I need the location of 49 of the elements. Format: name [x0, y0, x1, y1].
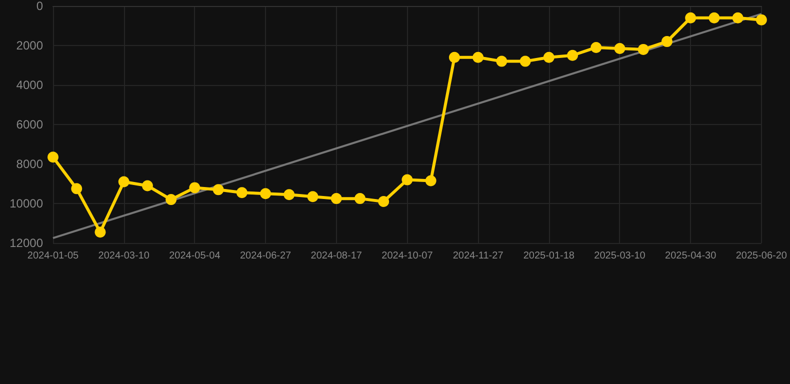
- x-tick-label: 2024-01-05: [27, 250, 80, 262]
- point: [189, 182, 200, 194]
- point: [330, 193, 342, 204]
- point: [378, 196, 390, 208]
- x-tick-label: 2024-03-10: [98, 250, 150, 262]
- point: [425, 175, 436, 186]
- y-tick-label: 10000: [10, 196, 44, 210]
- point: [756, 14, 767, 26]
- point: [284, 189, 295, 200]
- point: [48, 152, 58, 163]
- y-tick-label: 0: [36, 0, 44, 13]
- point: [94, 226, 106, 238]
- y-tick-label: 4000: [16, 78, 44, 92]
- x-tick-label: 2024-11-27: [452, 250, 504, 262]
- x-tick-label: 2025-01-18: [523, 250, 575, 262]
- x-tick-label: 2024-06-27: [240, 250, 292, 262]
- point: [567, 50, 578, 61]
- x-tick-label: 2025-03-10: [594, 250, 646, 262]
- point: [496, 56, 508, 67]
- y-tick-label: 6000: [16, 118, 44, 132]
- point: [685, 12, 696, 24]
- point: [448, 52, 460, 63]
- point: [590, 42, 602, 53]
- point: [71, 183, 82, 194]
- x-tick-label: 2025-04-30: [665, 250, 717, 262]
- point: [212, 184, 224, 196]
- point: [708, 12, 720, 24]
- point: [614, 42, 626, 54]
- point: [236, 187, 248, 198]
- point: [354, 193, 366, 204]
- point: [118, 176, 130, 188]
- x-tick-label: 2024-05-04: [169, 250, 221, 262]
- x-tick-label: 2025-06-20: [736, 250, 788, 262]
- y-tick-label: 12000: [10, 236, 44, 250]
- y-tick-label: 8000: [16, 157, 44, 171]
- point: [166, 194, 177, 206]
- point: [638, 44, 649, 55]
- y-tick-label: 2000: [16, 38, 44, 52]
- point: [402, 174, 413, 186]
- point: [472, 52, 484, 63]
- point: [661, 36, 672, 48]
- point: [520, 56, 531, 67]
- point: [142, 180, 153, 192]
- x-tick-label: 2024-10-07: [382, 250, 434, 262]
- x-tick-label: 2024-08-17: [310, 250, 362, 262]
- point: [260, 188, 272, 200]
- point: [732, 12, 744, 24]
- point: [543, 52, 554, 63]
- point: [307, 191, 318, 202]
